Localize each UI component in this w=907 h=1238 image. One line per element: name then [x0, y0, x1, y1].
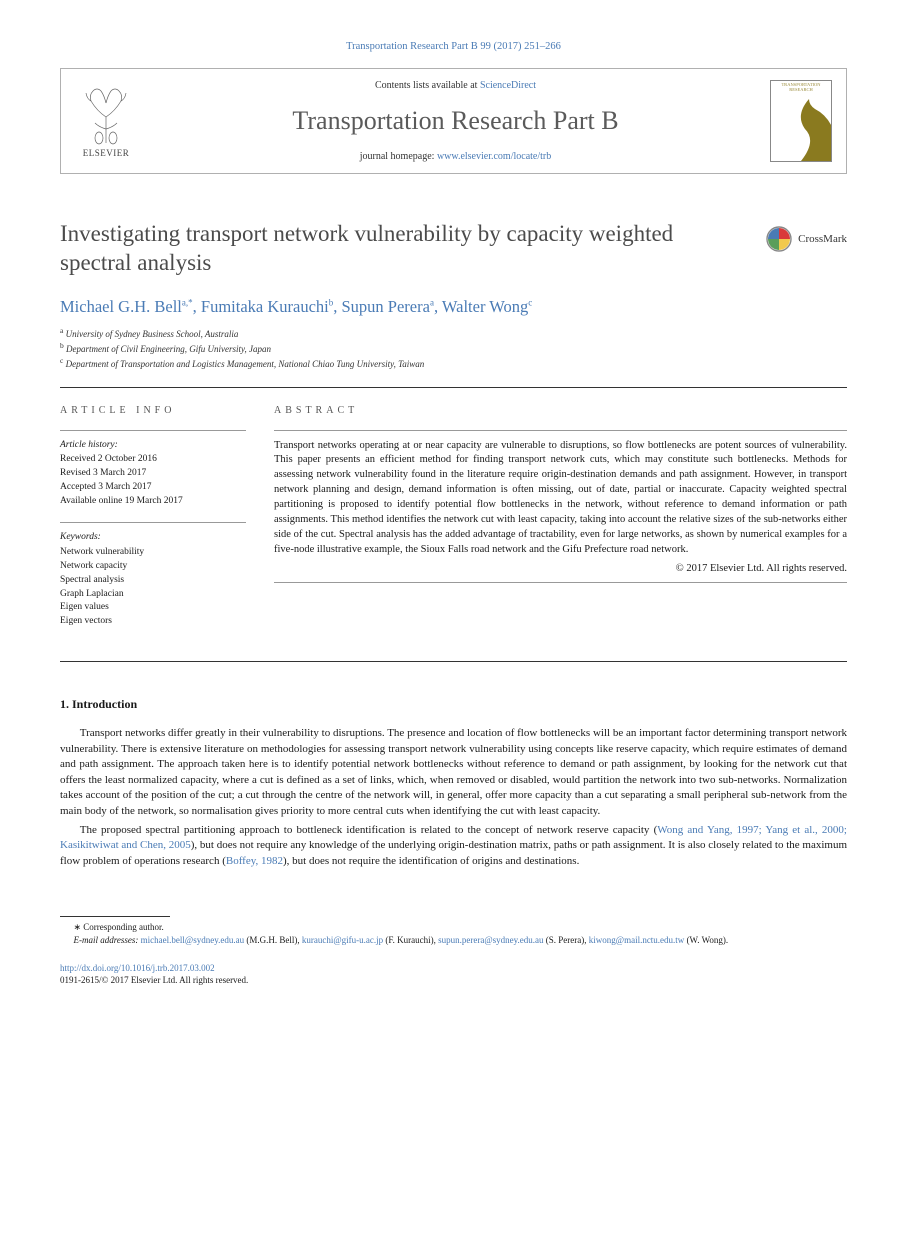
author-list: Michael G.H. Bella,*, Fumitaka Kurauchib…: [60, 296, 847, 318]
corresponding-author-note: ∗ Corresponding author.: [60, 921, 847, 935]
journal-name: Transportation Research Part B: [155, 103, 756, 138]
article-history-label: Article history:: [60, 439, 246, 452]
elsevier-logo: ELSEVIER: [71, 78, 141, 164]
intro-paragraph-2: The proposed spectral partitioning appro…: [60, 823, 847, 870]
homepage-prefix: journal homepage:: [360, 151, 437, 162]
author-email-link[interactable]: michael.bell@sydney.edu.au: [141, 935, 244, 945]
keyword: Eigen values: [60, 601, 246, 615]
cover-road-icon: [771, 80, 832, 161]
elsevier-tree-icon: [77, 83, 135, 145]
keywords-label: Keywords:: [60, 531, 246, 544]
affiliation: b Department of Civil Engineering, Gifu …: [60, 341, 847, 356]
keyword: Network vulnerability: [60, 546, 246, 560]
doi-block: http://dx.doi.org/10.1016/j.trb.2017.03.…: [60, 962, 847, 987]
history-line: Accepted 3 March 2017: [60, 481, 246, 495]
journal-homepage-link[interactable]: www.elsevier.com/locate/trb: [437, 151, 551, 162]
crossmark-badge[interactable]: CrossMark: [766, 226, 847, 252]
affiliation-list: a University of Sydney Business School, …: [60, 326, 847, 371]
history-line: Received 2 October 2016: [60, 453, 246, 467]
email-attribution: (W. Wong).: [687, 935, 729, 945]
p2-text-c: ), but does not require the identificati…: [283, 855, 579, 867]
divider: [60, 430, 246, 431]
divider: [60, 661, 847, 662]
keyword: Network capacity: [60, 560, 246, 574]
divider: [60, 387, 847, 388]
abstract-column: ABSTRACT Transport networks operating at…: [274, 404, 847, 643]
keyword: Spectral analysis: [60, 574, 246, 588]
article-info-heading: ARTICLE INFO: [60, 404, 246, 418]
author: Michael G.H. Bella,*: [60, 297, 193, 316]
email-attribution: (M.G.H. Bell): [246, 935, 297, 945]
journal-cover-thumb: TRANSPORTATION RESEARCH: [770, 80, 832, 162]
corresponding-text: Corresponding author.: [83, 922, 164, 932]
affiliation: c Department of Transportation and Logis…: [60, 356, 847, 371]
email-attribution: (F. Kurauchi): [385, 935, 433, 945]
keyword: Graph Laplacian: [60, 588, 246, 602]
journal-homepage-line: journal homepage: www.elsevier.com/locat…: [155, 150, 756, 164]
elsevier-wordmark: ELSEVIER: [83, 147, 130, 159]
contents-prefix: Contents lists available at: [375, 80, 480, 91]
author: Walter Wongc: [442, 297, 532, 316]
abstract-heading: ABSTRACT: [274, 404, 847, 418]
divider: [60, 522, 246, 523]
author-email-link[interactable]: supun.perera@sydney.edu.au: [438, 935, 543, 945]
history-line: Revised 3 March 2017: [60, 467, 246, 481]
footnote-rule: [60, 916, 170, 917]
contents-available-line: Contents lists available at ScienceDirec…: [155, 79, 756, 93]
issn-copyright-line: 0191-2615/© 2017 Elsevier Ltd. All right…: [60, 975, 248, 985]
keyword: Eigen vectors: [60, 615, 246, 629]
journal-masthead: ELSEVIER Contents lists available at Sci…: [60, 68, 847, 174]
article-info-column: ARTICLE INFO Article history: Received 2…: [60, 404, 246, 643]
author-email-link[interactable]: kurauchi@gifu-u.ac.jp: [302, 935, 383, 945]
author: Fumitaka Kurauchib: [201, 297, 333, 316]
affiliation: a University of Sydney Business School, …: [60, 326, 847, 341]
citation-boffey[interactable]: Boffey, 1982: [226, 855, 283, 867]
author: Supun Pereraa: [341, 297, 433, 316]
article-title: Investigating transport network vulnerab…: [60, 220, 746, 278]
history-line: Available online 19 March 2017: [60, 495, 246, 509]
email-attribution: (S. Perera): [546, 935, 584, 945]
p2-text-a: The proposed spectral partitioning appro…: [80, 824, 657, 836]
abstract-text: Transport networks operating at or near …: [274, 439, 847, 558]
crossmark-label: CrossMark: [798, 232, 847, 247]
author-email-link[interactable]: kiwong@mail.nctu.edu.tw: [589, 935, 685, 945]
divider: [274, 582, 847, 583]
divider: [274, 430, 847, 431]
abstract-copyright: © 2017 Elsevier Ltd. All rights reserved…: [274, 562, 847, 576]
sciencedirect-link[interactable]: ScienceDirect: [480, 80, 536, 91]
running-citation: Transportation Research Part B 99 (2017)…: [60, 40, 847, 54]
doi-link[interactable]: http://dx.doi.org/10.1016/j.trb.2017.03.…: [60, 963, 215, 973]
section-1-heading: 1. Introduction: [60, 696, 847, 712]
email-addresses-note: E-mail addresses: michael.bell@sydney.ed…: [60, 934, 847, 948]
intro-paragraph-1: Transport networks differ greatly in the…: [60, 726, 847, 820]
crossmark-icon: [766, 226, 792, 252]
